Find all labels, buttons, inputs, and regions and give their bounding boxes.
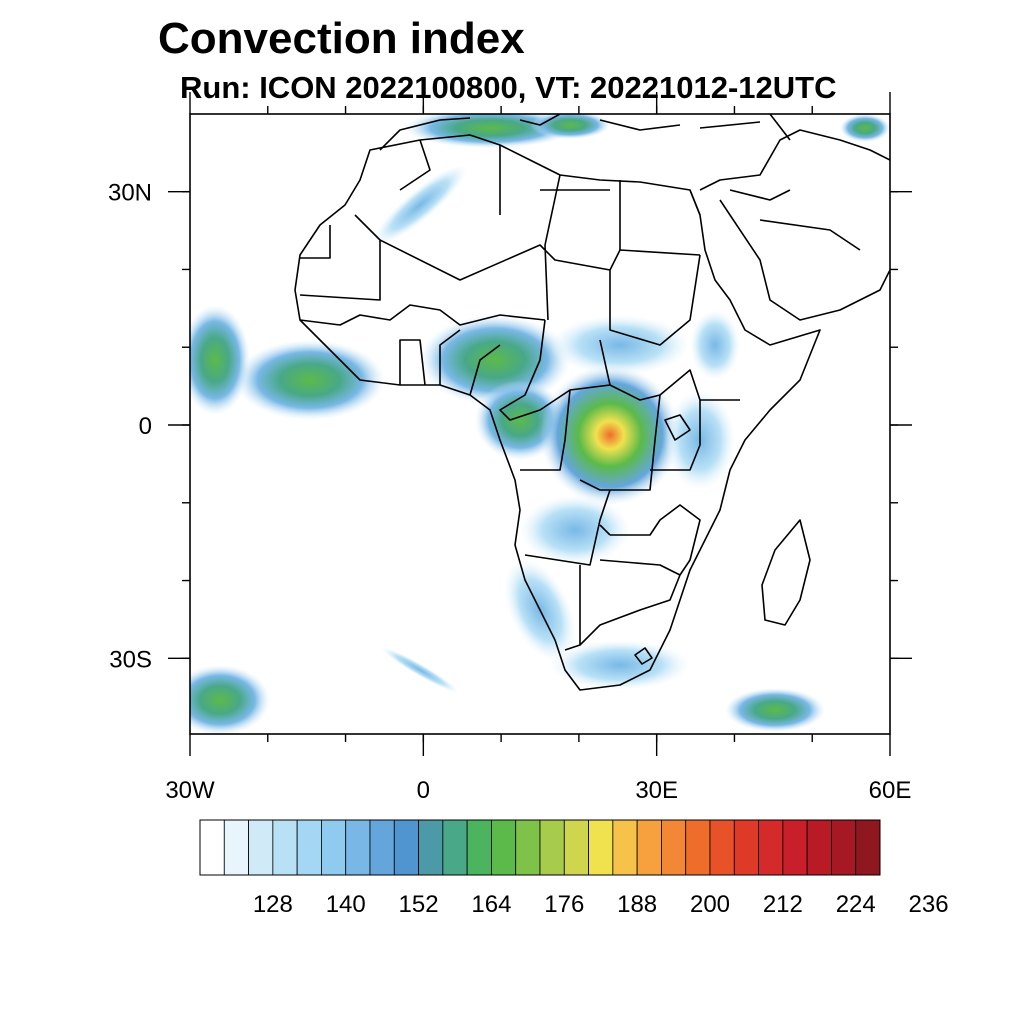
colorbar-label: 212 [763, 891, 803, 918]
colorbar-swatch [612, 819, 638, 876]
colorbar-label: 176 [544, 891, 584, 918]
colorbar-swatch [539, 819, 565, 876]
colorbar-label: 140 [326, 891, 366, 918]
madagascar [761, 519, 811, 626]
border-west [299, 304, 546, 396]
x-tick-label: 0 [417, 777, 430, 804]
colorbar-swatch [661, 819, 687, 876]
y-tick-label: 30N [108, 180, 152, 207]
field-angola [520, 495, 630, 565]
lesotho [634, 647, 653, 665]
colorbar: 128 140 152 164 176 188 200 212 224 236 [199, 819, 949, 918]
x-tick-label: 30E [635, 777, 678, 804]
colorbar-label: 188 [617, 891, 657, 918]
colorbar-label: 236 [909, 891, 949, 918]
convection-field [190, 114, 890, 734]
colorbar-label: 164 [471, 891, 511, 918]
colorbar-swatch [709, 819, 735, 876]
country-borders [294, 114, 890, 691]
colorbar-label: 152 [399, 891, 439, 918]
colorbar-swatch [831, 819, 857, 876]
colorbar-swatch [345, 819, 371, 876]
colorbar-swatch [563, 819, 589, 876]
field-cape-streak [380, 646, 460, 694]
colorbar-swatch [806, 819, 832, 876]
field-sahara-streak [373, 164, 467, 246]
colorbar-swatch [782, 819, 808, 876]
colorbar-swatch [733, 819, 759, 876]
y-tick-label: 30S [109, 646, 152, 673]
field-sw-corner [190, 665, 270, 734]
border-sahel [299, 214, 701, 346]
field-ne-corner [840, 114, 890, 142]
colorbar-swatch [855, 819, 881, 876]
colorbar-swatch [418, 819, 444, 876]
colorbar-frame [199, 819, 881, 876]
x-tick-label: 60E [869, 777, 912, 804]
arabia-coastline [699, 129, 890, 321]
colorbar-swatch [369, 819, 395, 876]
field-atlantic-itcz [235, 340, 385, 420]
field-congo-basin [540, 365, 680, 505]
axis-labels: 30W 0 30E 60E 30N 0 30S [108, 180, 911, 804]
x-tick-label: 30W [165, 777, 215, 804]
colorbar-swatch [466, 819, 492, 876]
map-subtitle: Run: ICON 2022100800, VT: 20221012-12UTC [180, 70, 837, 105]
colorbar-label: 224 [836, 891, 876, 918]
colorbar-swatch [515, 819, 541, 876]
colorbar-swatch [685, 819, 711, 876]
field-central-north [550, 315, 690, 375]
y-tick-label: 0 [139, 413, 152, 440]
field-med-east [530, 114, 610, 139]
axis-ticks [168, 92, 912, 756]
border-south [524, 489, 701, 651]
field-ethiopia [690, 310, 740, 380]
colorbar-swatch [588, 819, 614, 876]
colorbar-swatch [248, 819, 274, 876]
colorbar-swatch [758, 819, 784, 876]
colorbar-swatch [199, 819, 225, 876]
colorbar-swatch [636, 819, 662, 876]
colorbar-swatch [296, 819, 322, 876]
field-southern-africa [550, 640, 690, 690]
map-title: Convection index [158, 14, 525, 63]
colorbar-swatch [223, 819, 249, 876]
field-se-indian [725, 688, 825, 732]
colorbar-swatch [491, 819, 517, 876]
colorbar-swatch [321, 819, 347, 876]
colorbar-label: 200 [690, 891, 730, 918]
colorbar-label: 128 [253, 891, 293, 918]
colorbar-swatch [442, 819, 468, 876]
field-atlantic-west [190, 305, 250, 415]
border-central [499, 319, 740, 491]
plot-frame [189, 113, 891, 735]
border-north [399, 139, 701, 250]
lake-victoria [664, 414, 691, 441]
colorbar-swatch [272, 819, 298, 876]
colorbar-swatch [393, 819, 419, 876]
europe-coastline [379, 114, 791, 151]
